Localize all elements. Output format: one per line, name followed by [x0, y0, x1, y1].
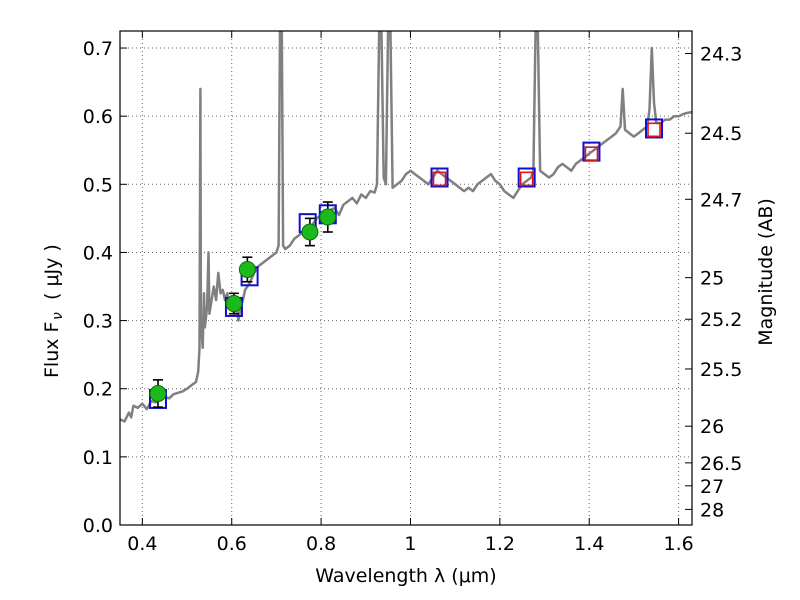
ir-box-marker	[519, 171, 534, 187]
right-tick-label: 24.3	[700, 43, 742, 65]
right-tick-label: 25.2	[700, 309, 742, 331]
photometry-point	[225, 295, 243, 313]
model-box-marker	[517, 167, 536, 188]
photometry-point	[238, 260, 256, 278]
y-axis-label: Flux F	[41, 322, 63, 378]
y-tick-label: 0.0	[83, 515, 113, 537]
right-tick-label: 26	[700, 416, 724, 438]
y-tick-label: 0.3	[83, 311, 113, 333]
y-tick-label: 0.2	[83, 379, 113, 401]
plot-frame	[119, 30, 693, 526]
y-tick-label: 0.6	[83, 106, 113, 128]
photometry-point	[301, 223, 319, 241]
y-axis-label-sub: ν	[50, 312, 66, 320]
y-axis-label-group: Flux F ν ( μJy )	[41, 244, 66, 378]
photometry-point	[319, 208, 337, 226]
x-tick-label: 1	[404, 533, 416, 555]
right-tick-label: 24.5	[700, 123, 742, 145]
right-tick-label: 26.5	[700, 453, 742, 475]
y-tick-label: 0.4	[83, 242, 113, 264]
series-group	[120, 31, 692, 423]
right-tick-label: 24.7	[700, 189, 742, 211]
model-box-marker	[430, 167, 449, 188]
spectrum-line	[120, 31, 692, 423]
photometry-point	[149, 384, 167, 402]
grid	[120, 31, 692, 526]
x-tick-label: 1.6	[663, 533, 693, 555]
ir-box-marker	[647, 122, 661, 138]
x-tick-label: 0.4	[127, 533, 157, 555]
right-tick-label: 25	[700, 268, 724, 290]
x-tick-label: 1.4	[574, 533, 604, 555]
y-tick-label: 0.7	[83, 38, 113, 60]
y-tick-label: 0.1	[83, 447, 113, 469]
ir-box-marker	[432, 171, 447, 187]
x-tick-label: 1.2	[485, 533, 515, 555]
y-axis-label-unit: ( μJy )	[41, 244, 63, 300]
plot-area	[120, 31, 692, 423]
axes: 0.4 0.6 0.8 1 1.2 1.4 1.6 0.0 0.1 0.2 0.3 0.4 0.5 0.6…	[83, 31, 742, 555]
y-tick-label: 0.5	[83, 174, 113, 196]
right-axis-label: Magnitude (AB)	[755, 198, 777, 346]
model-box-marker	[645, 118, 664, 139]
ir-box-marker	[584, 146, 599, 161]
x-tick-label: 0.8	[306, 533, 336, 555]
right-tick-label: 25.5	[700, 359, 742, 381]
right-tick-label: 28	[700, 499, 724, 521]
right-tick-label: 27	[700, 476, 724, 498]
x-axis-label: Wavelength λ (μm)	[315, 565, 496, 587]
x-tick-label: 0.6	[217, 533, 247, 555]
